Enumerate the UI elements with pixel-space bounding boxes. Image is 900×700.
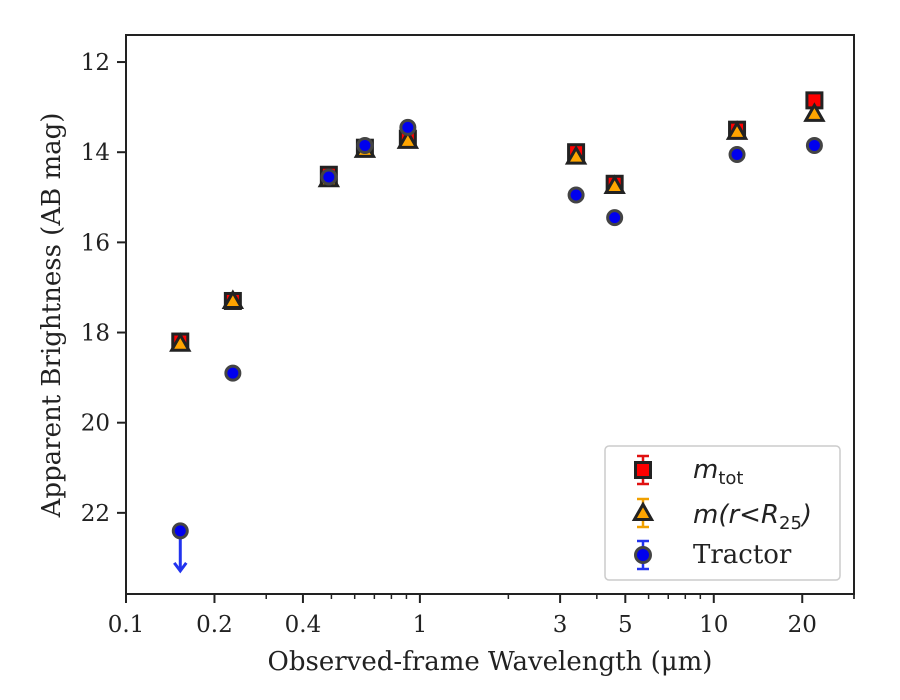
x-tick-label: 3	[553, 612, 568, 638]
data-point-tractor	[567, 186, 585, 204]
x-tick-label: 1	[413, 612, 428, 638]
data-point-m-r25	[564, 145, 588, 165]
data-point-tractor	[399, 118, 417, 136]
data-point-tractor	[320, 168, 338, 186]
plot-frame	[125, 34, 855, 595]
legend-label-tractor: Tractor	[693, 540, 792, 570]
data-point-tractor	[356, 136, 374, 154]
data-point-m-r25	[603, 174, 626, 194]
data-point-tractor	[805, 136, 823, 154]
x-tick-label: 5	[618, 612, 633, 638]
x-axis-ticks: 0.1 0.2 0.4 1 3 5 10 20	[108, 594, 817, 638]
legend: mtot m(r<R25) Tractor	[604, 445, 841, 581]
x-tick-label: 20	[788, 612, 817, 638]
data-point-m-r25	[803, 102, 826, 122]
y-tick-label: 20	[81, 411, 110, 437]
data-points	[169, 91, 826, 574]
legend-box	[604, 445, 841, 581]
y-tick-label: 22	[81, 501, 110, 527]
legend-label-m-r25: m(r<R25)	[693, 500, 812, 534]
x-tick-label: 10	[699, 612, 728, 638]
x-axis-title: Observed-frame Wavelength (μm)	[268, 647, 713, 677]
legend-markers	[631, 454, 655, 571]
data-point-tractor	[728, 145, 746, 163]
legend-marker-tractor	[634, 546, 652, 564]
data-point-m-r25	[725, 120, 749, 140]
legend-marker-m-tot	[634, 461, 652, 479]
y-tick-label: 14	[81, 140, 110, 166]
data-point-tractor	[171, 522, 189, 540]
upper-limit-arrowhead	[173, 561, 188, 574]
y-tick-label: 16	[81, 230, 110, 256]
y-axis-title: Apparent Brightness (AB mag)	[37, 113, 67, 519]
data-point-m-r25	[169, 332, 192, 352]
data-point-tractor	[606, 209, 624, 227]
x-tick-label: 0.1	[108, 612, 145, 638]
x-tick-label: 0.4	[285, 612, 322, 638]
data-point-m-r25	[221, 289, 245, 309]
legend-marker-m-r25	[631, 501, 655, 521]
y-axis-ticks: 12 14 16 18 20 22	[81, 50, 126, 527]
x-tick-label: 0.2	[196, 612, 233, 638]
data-point-tractor	[224, 364, 242, 382]
data-point-m-r25	[396, 129, 420, 149]
y-tick-label: 18	[81, 321, 110, 347]
y-tick-label: 12	[81, 50, 110, 76]
